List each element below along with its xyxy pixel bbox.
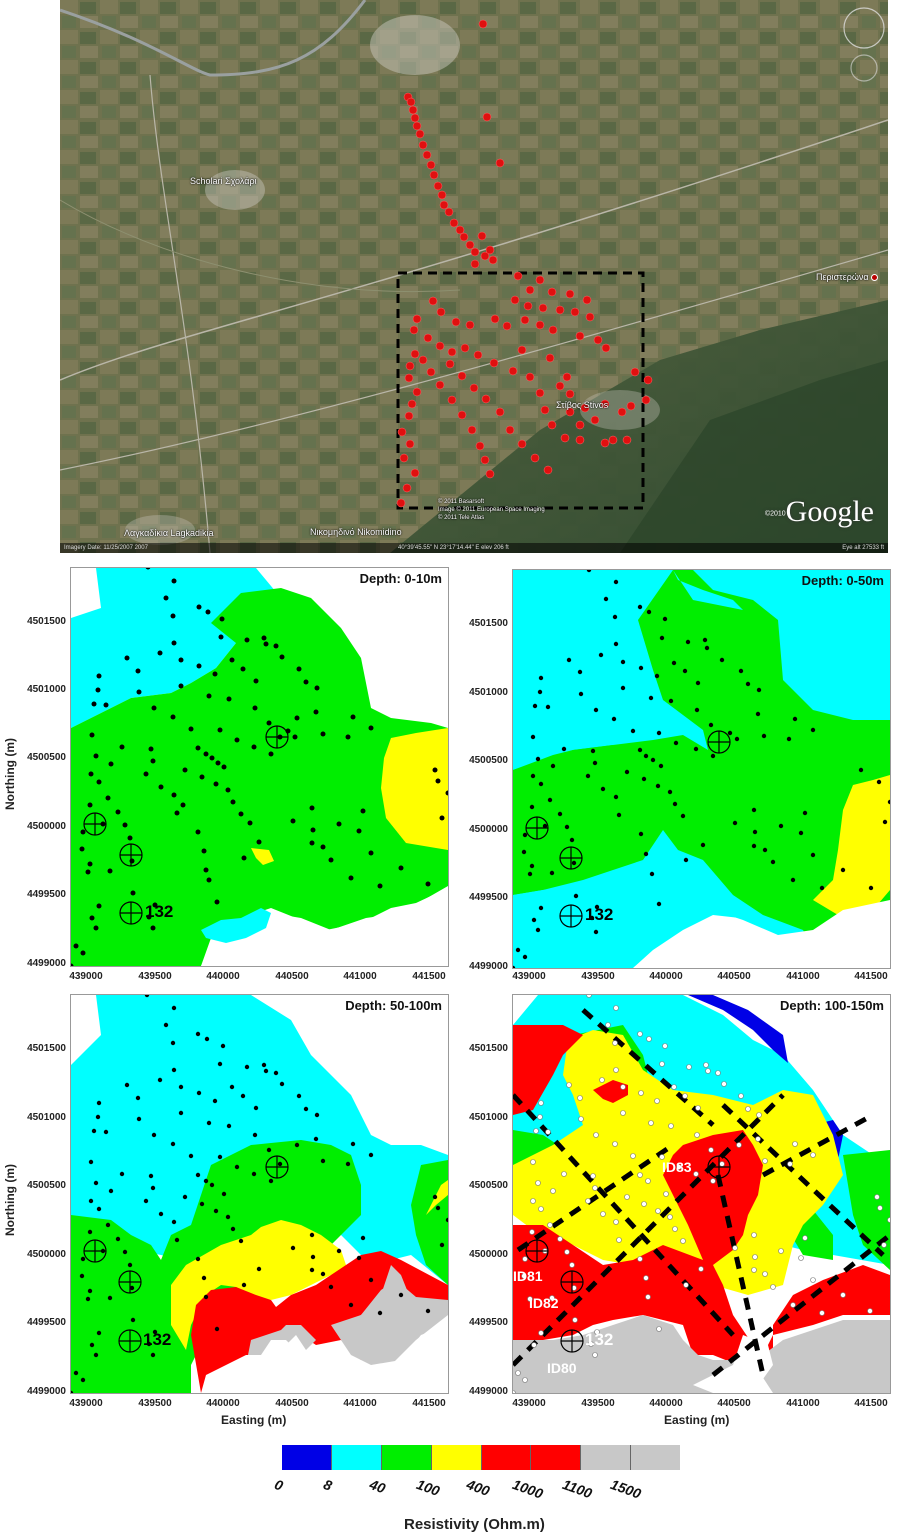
resistivity-legend [282,1445,680,1470]
town-label-nikomidino: Νικομηδινό Nikomidino [310,527,402,537]
well-marker-icons [525,730,731,928]
satellite-imagery [60,0,888,553]
resistivity-map-0-10m: Depth: 0-10m 132 [70,567,449,967]
well-label: 132 [585,905,614,924]
legend-tick: 40 [367,1476,388,1497]
legend-tick: 1000 [510,1476,546,1502]
x-axis-title: Easting (m) [221,1413,287,1427]
resistivity-contours [513,570,890,968]
fault-lines [513,1008,890,1377]
legend-swatch [431,1445,482,1470]
legend-tick: 400 [464,1476,492,1500]
depth-title: Depth: 0-10m [359,571,442,586]
legend-swatch [631,1445,680,1470]
well-marker-icons [83,725,289,925]
legend-tick: 0 [272,1476,286,1494]
legend-swatch [381,1445,432,1470]
resistivity-map-50-100m: Depth: 50-100m 132 [70,994,449,1394]
resistivity-contours [71,995,448,1393]
resistivity-map-100-150m: Depth: 100-150m 132 ID83 ID81 ID82 ID80 [512,994,891,1394]
resistivity-contours [513,995,890,1393]
well-label: 132 [143,1330,172,1349]
imagery-copyright: © 2011 Basarsoft Image © 2011 European S… [438,499,545,521]
legend-swatch [331,1445,382,1470]
resistivity-contours [71,568,448,966]
satellite-map[interactable]: Scholari Σχολάρι Περιστερώνα Στίβος Stiv… [60,0,888,553]
well-id-label: ID82 [529,1295,559,1311]
resistivity-map-0-50m: Depth: 0-50m 132 [512,569,891,969]
well-label: 132 [145,902,174,921]
legend-swatch [282,1445,332,1470]
legend-tick: 8 [321,1476,335,1494]
legend-swatch [581,1445,632,1470]
well-marker-icons [83,1155,289,1353]
depth-title: Depth: 0-50m [801,573,884,588]
y-axis-title: Northing (m) [3,1164,17,1236]
well-label: 132 [585,1330,614,1349]
y-axis-title: Northing (m) [3,738,17,810]
depth-title: Depth: 50-100m [345,998,442,1013]
well-id-label: ID80 [547,1360,577,1376]
legend-swatch [481,1445,532,1470]
legend-tick: 1500 [608,1476,644,1502]
legend-tick: 100 [414,1476,442,1500]
well-id-label: ID81 [513,1268,543,1284]
status-bar: Imagery Date: 11/25/2007 2007 40°39'45.5… [60,543,888,553]
x-axis-title: Easting (m) [664,1413,730,1427]
well-id-label: ID83 [662,1159,692,1175]
legend-swatch [531,1445,582,1470]
well-marker-icons [525,1155,731,1353]
legend-title: Resistivity (Ohm.m) [404,1516,545,1533]
town-label-stivos: Στίβος Stivos [556,400,609,410]
town-label-scholari: Scholari Σχολάρι [190,176,257,186]
depth-title: Depth: 100-150m [779,998,884,1013]
google-logo: ©2010Google [764,495,874,528]
town-label-peristerona: Περιστερώνα [816,272,880,282]
legend-tick: 1100 [560,1476,595,1502]
town-label-lagkadikia: Λαγκαδίκια Lagkadikia [124,528,214,538]
town-marker-icon [870,274,878,282]
